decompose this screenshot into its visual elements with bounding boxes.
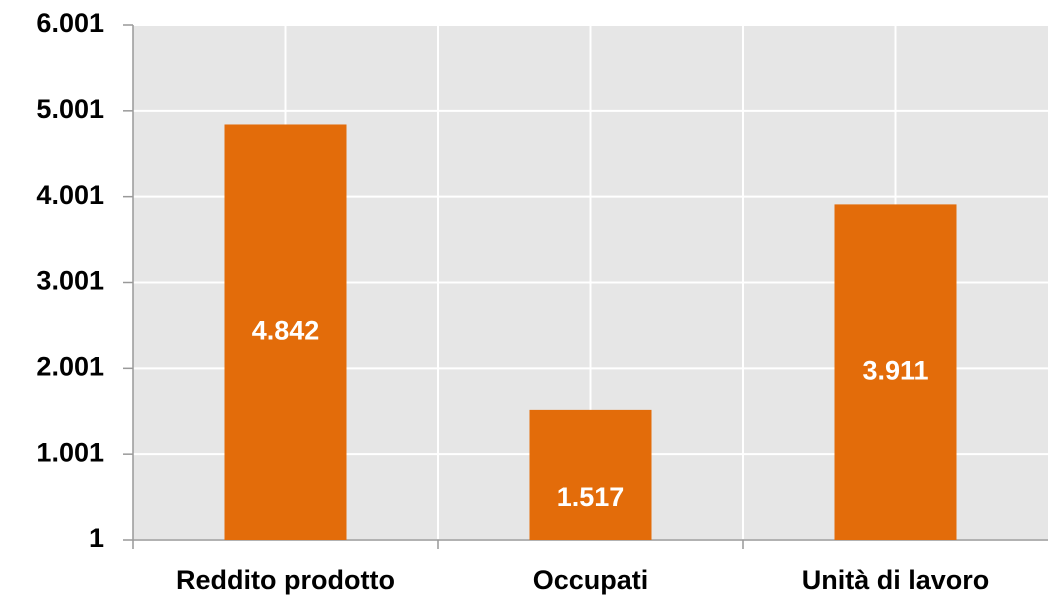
y-tick-label: 4.001 (36, 180, 104, 210)
x-tick-label: Reddito prodotto (176, 565, 395, 595)
y-tick-label: 1 (89, 523, 104, 553)
value-label: 4.842 (252, 315, 320, 345)
y-tick-label: 1.001 (36, 437, 104, 467)
y-tick-label: 2.001 (36, 351, 104, 381)
value-label: 3.911 (862, 355, 928, 385)
x-tick-label: Unità di lavoro (802, 565, 990, 595)
x-tick-label: Occupati (533, 565, 649, 595)
y-tick-label: 3.001 (36, 266, 104, 296)
bar (834, 204, 957, 540)
value-label: 1.517 (557, 482, 625, 512)
bar (529, 409, 652, 540)
bar (224, 124, 347, 540)
y-tick-label: 6.001 (36, 8, 104, 38)
y-tick-label: 5.001 (36, 94, 104, 124)
